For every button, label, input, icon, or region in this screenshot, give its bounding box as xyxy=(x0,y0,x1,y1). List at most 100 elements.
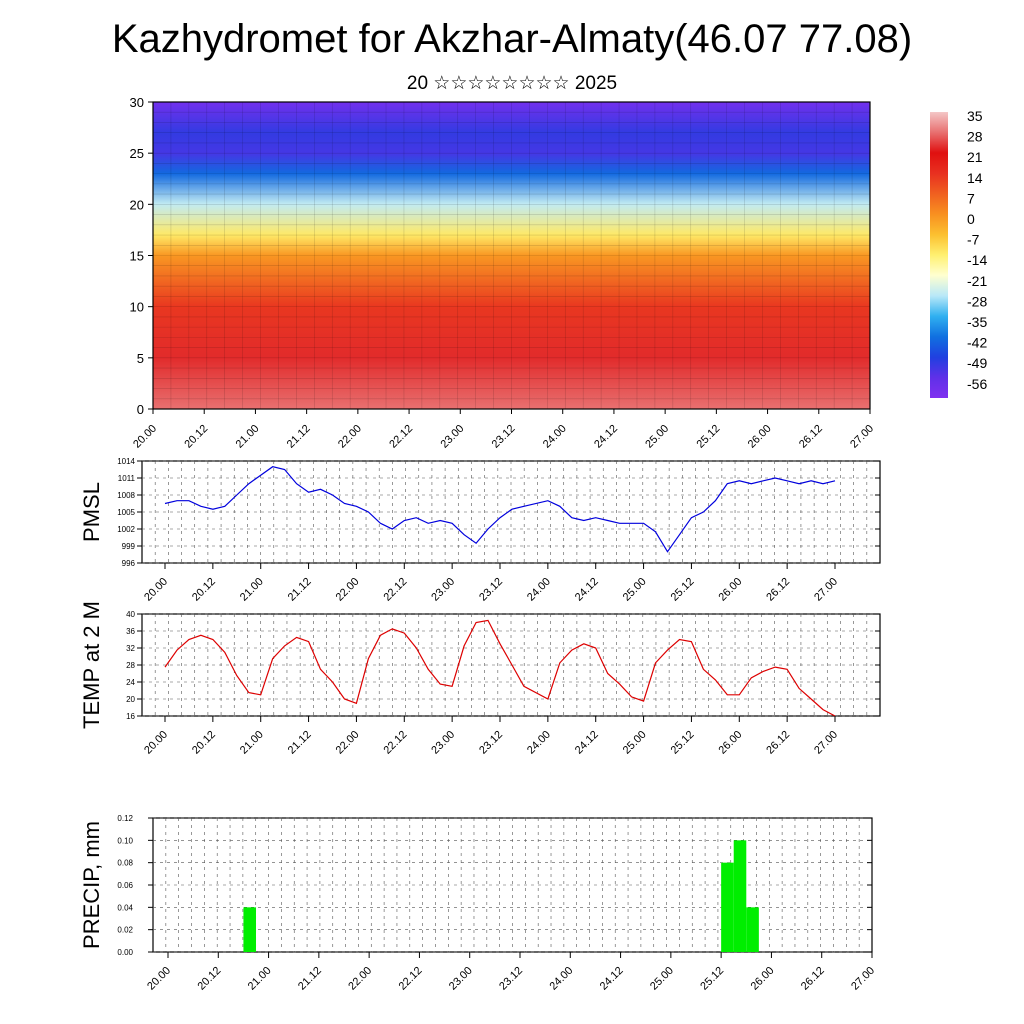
x-tick-label: 21.00 xyxy=(246,965,274,993)
x-tick-label: 22.12 xyxy=(381,576,409,604)
colorbar-label: -21 xyxy=(967,273,987,289)
x-tick-label: 27.00 xyxy=(812,729,840,757)
x-tick-label: 26.00 xyxy=(749,965,777,993)
x-tick-label: 23.12 xyxy=(490,423,518,451)
y-tick-label: 0.10 xyxy=(117,836,133,845)
colorbar-label: 14 xyxy=(967,170,983,186)
x-tick-label: 20.12 xyxy=(190,729,218,757)
x-tick-label: 24.12 xyxy=(592,423,620,451)
y-tick-label: 20 xyxy=(130,197,144,212)
colorbar-label: 21 xyxy=(967,149,983,165)
y-tick-label: 40 xyxy=(126,610,135,619)
temp-axis-label: TEMP at 2 M xyxy=(79,601,104,729)
x-tick-label: 26.12 xyxy=(764,576,792,604)
colorbar-label: -28 xyxy=(967,293,987,309)
x-tick-label: 20.00 xyxy=(142,576,170,604)
precip-bar xyxy=(733,840,747,952)
x-tick-label: 22.12 xyxy=(397,965,425,993)
y-tick-label: 0.08 xyxy=(117,859,133,868)
x-tick-label: 24.00 xyxy=(547,965,575,993)
x-tick-label: 25.00 xyxy=(648,965,676,993)
colorbar-label: 0 xyxy=(967,211,975,227)
x-tick-label: 21.00 xyxy=(238,576,266,604)
x-tick-label: 25.12 xyxy=(698,965,726,993)
y-tick-label: 10 xyxy=(130,300,144,315)
pmsl-line xyxy=(164,466,836,553)
x-tick-label: 27.00 xyxy=(849,965,877,993)
x-tick-label: 26.00 xyxy=(746,423,774,451)
y-tick-label: 0.04 xyxy=(117,903,133,912)
colorbar-label: 7 xyxy=(967,190,975,206)
chart-title: Kazhydromet for Akzhar-Almaty(46.07 77.0… xyxy=(111,17,913,61)
x-tick-label: 22.00 xyxy=(334,729,362,757)
y-tick-label: 1011 xyxy=(118,474,136,483)
y-tick-label: 0 xyxy=(137,402,144,417)
x-tick-label: 27.00 xyxy=(848,423,876,451)
y-tick-label: 32 xyxy=(126,644,135,653)
colorbar-label: -14 xyxy=(967,252,987,268)
x-tick-label: 21.12 xyxy=(296,965,324,993)
colorbar-label: -35 xyxy=(967,314,987,330)
y-tick-label: 1002 xyxy=(117,525,135,534)
y-tick-label: 15 xyxy=(130,249,144,264)
x-tick-label: 21.12 xyxy=(286,729,314,757)
y-tick-label: 24 xyxy=(126,678,135,687)
y-tick-label: 0.00 xyxy=(117,948,133,957)
y-tick-label: 20 xyxy=(126,695,135,704)
x-tick-label: 25.00 xyxy=(621,576,649,604)
y-tick-label: 25 xyxy=(130,146,144,161)
x-tick-label: 22.00 xyxy=(334,576,362,604)
x-tick-label: 21.00 xyxy=(238,729,266,757)
x-tick-label: 23.00 xyxy=(429,576,457,604)
x-tick-label: 21.00 xyxy=(234,423,262,451)
x-tick-label: 24.00 xyxy=(525,576,553,604)
colorbar-label: -49 xyxy=(967,355,987,371)
precip-bar xyxy=(243,907,256,952)
y-tick-label: 996 xyxy=(122,559,136,568)
y-tick-label: 1014 xyxy=(117,457,135,466)
y-tick-label: 0.06 xyxy=(117,881,133,890)
x-tick-label: 27.00 xyxy=(812,576,840,604)
temp-line xyxy=(164,619,836,717)
y-tick-label: 36 xyxy=(126,627,135,636)
x-tick-label: 24.12 xyxy=(573,576,601,604)
y-tick-label: 0.12 xyxy=(117,814,133,823)
x-tick-label: 20.12 xyxy=(182,423,210,451)
colorbar-label: -56 xyxy=(967,376,987,392)
colorbar-label: -42 xyxy=(967,335,987,351)
x-tick-label: 26.12 xyxy=(797,423,825,451)
x-tick-label: 23.00 xyxy=(429,729,457,757)
x-tick-label: 20.12 xyxy=(190,576,218,604)
x-tick-label: 24.12 xyxy=(573,729,601,757)
x-tick-label: 24.00 xyxy=(541,423,569,451)
x-tick-label: 23.12 xyxy=(477,729,505,757)
precip-bar xyxy=(721,862,734,952)
colorbar-label: 35 xyxy=(967,108,983,124)
y-tick-label: 1005 xyxy=(117,508,135,517)
x-tick-label: 22.12 xyxy=(387,423,415,451)
x-tick-label: 21.12 xyxy=(286,576,314,604)
y-tick-label: 16 xyxy=(126,712,135,721)
x-tick-label: 26.00 xyxy=(716,729,744,757)
x-tick-label: 22.00 xyxy=(336,423,364,451)
precip-bar xyxy=(746,907,759,952)
x-tick-label: 20.00 xyxy=(145,965,173,993)
x-tick-label: 26.12 xyxy=(764,729,792,757)
x-tick-label: 23.00 xyxy=(438,423,466,451)
x-tick-label: 25.12 xyxy=(669,729,697,757)
y-tick-label: 28 xyxy=(126,661,135,670)
x-tick-label: 25.00 xyxy=(643,423,671,451)
y-tick-label: 999 xyxy=(122,542,136,551)
x-tick-label: 25.12 xyxy=(669,576,697,604)
x-tick-label: 25.12 xyxy=(695,423,723,451)
y-tick-label: 1008 xyxy=(117,491,135,500)
y-tick-label: 30 xyxy=(130,95,144,110)
heatmap-field xyxy=(153,102,870,409)
x-tick-label: 22.00 xyxy=(346,965,374,993)
chart-subtitle: 20 ☆☆☆☆☆☆☆☆ 2025 xyxy=(406,73,618,94)
x-tick-label: 24.00 xyxy=(525,729,553,757)
x-tick-label: 26.12 xyxy=(799,965,827,993)
x-tick-label: 22.12 xyxy=(381,729,409,757)
y-tick-label: 0.02 xyxy=(117,926,133,935)
